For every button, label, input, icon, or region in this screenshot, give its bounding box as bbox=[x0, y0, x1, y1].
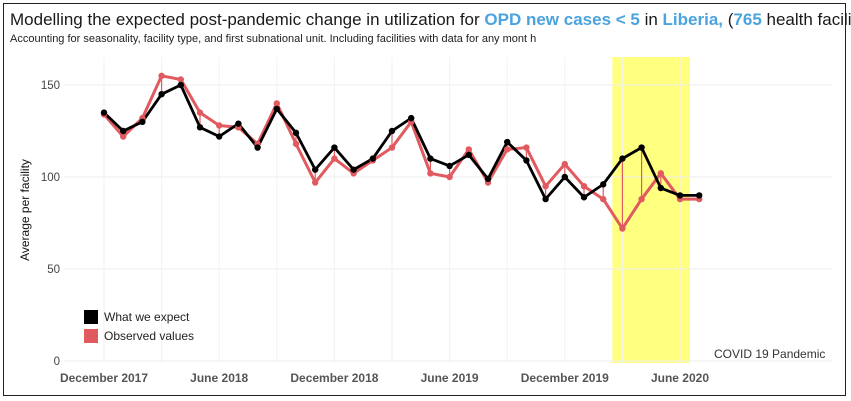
data-point-expected bbox=[177, 81, 184, 89]
x-tick-label: December 2018 bbox=[290, 371, 378, 385]
data-point-observed bbox=[331, 155, 338, 162]
legend: What we expect Observed values bbox=[84, 310, 194, 343]
covid-annotation-label: COVID 19 Pandemic bbox=[714, 347, 825, 361]
y-tick-label: 100 bbox=[41, 172, 60, 184]
data-point-observed bbox=[542, 183, 549, 190]
y-tick-label: 50 bbox=[47, 264, 60, 276]
chart-frame bbox=[3, 3, 846, 396]
country-name: Liberia, bbox=[662, 10, 724, 29]
data-point-expected bbox=[696, 192, 703, 199]
data-point-expected bbox=[235, 120, 242, 127]
data-point-observed bbox=[600, 195, 607, 203]
data-point-expected bbox=[657, 184, 664, 192]
data-point-observed bbox=[216, 122, 223, 129]
data-point-expected bbox=[561, 173, 568, 181]
data-point-expected bbox=[369, 155, 376, 162]
data-point-expected bbox=[504, 138, 511, 146]
data-point-observed bbox=[504, 146, 511, 153]
data-point-expected bbox=[600, 181, 607, 188]
data-point-expected bbox=[638, 144, 645, 151]
series-line-expected bbox=[103, 83, 700, 201]
legend-swatch-expected bbox=[84, 310, 98, 324]
data-point-observed bbox=[561, 160, 568, 168]
data-point-observed bbox=[312, 179, 319, 186]
series-line-observed bbox=[102, 74, 700, 231]
legend-label-expected: What we expect bbox=[104, 310, 190, 324]
facility-count: 765 bbox=[733, 10, 762, 29]
data-point-observed bbox=[388, 144, 396, 151]
data-point-expected bbox=[388, 127, 396, 135]
data-point-observed bbox=[427, 170, 434, 177]
data-point-observed bbox=[619, 225, 626, 232]
data-point-expected bbox=[350, 166, 357, 173]
chart-title: Modelling the expected post-pandemic cha… bbox=[10, 10, 851, 29]
data-point-expected bbox=[158, 91, 165, 98]
y-axis-label: Average per facility bbox=[18, 159, 32, 261]
data-point-expected bbox=[312, 166, 319, 173]
x-tick-label: December 2017 bbox=[60, 371, 148, 385]
data-point-observed bbox=[657, 170, 664, 177]
data-point-expected bbox=[331, 144, 338, 151]
data-point-observed bbox=[580, 183, 588, 190]
x-tick-label: June 2019 bbox=[421, 371, 479, 385]
data-point-expected bbox=[427, 155, 434, 162]
legend-swatch-observed bbox=[84, 329, 98, 343]
data-point-observed bbox=[638, 195, 645, 203]
chart-subtitle: Accounting for seasonality, facility typ… bbox=[10, 33, 537, 45]
x-tick-label: June 2020 bbox=[651, 371, 709, 385]
data-point-expected bbox=[408, 114, 415, 122]
indicator-name: OPD new cases < 5 bbox=[484, 10, 640, 29]
data-point-observed bbox=[292, 140, 300, 148]
data-point-observed bbox=[523, 144, 530, 151]
data-point-expected bbox=[523, 157, 530, 164]
data-point-expected bbox=[580, 194, 588, 201]
data-point-observed bbox=[446, 173, 453, 181]
data-point-expected bbox=[216, 133, 223, 140]
data-point-expected bbox=[139, 118, 146, 126]
data-point-expected bbox=[292, 129, 300, 137]
data-point-observed bbox=[465, 146, 472, 153]
y-tick-label: 0 bbox=[54, 356, 60, 368]
data-point-observed bbox=[196, 109, 204, 116]
data-point-observed bbox=[120, 133, 127, 140]
y-tick-label: 150 bbox=[41, 80, 60, 92]
covid-highlight-band bbox=[612, 57, 690, 363]
data-point-expected bbox=[542, 195, 549, 203]
legend-label-observed: Observed values bbox=[104, 329, 194, 343]
data-point-expected bbox=[446, 162, 453, 170]
data-point-expected bbox=[619, 155, 626, 162]
data-point-expected bbox=[120, 127, 127, 135]
data-point-expected bbox=[484, 175, 492, 183]
data-point-expected bbox=[273, 105, 280, 113]
data-point-observed bbox=[158, 72, 165, 80]
data-point-expected bbox=[196, 124, 204, 131]
data-point-expected bbox=[465, 151, 472, 159]
data-point-observed bbox=[273, 100, 280, 107]
x-tick-label: December 2019 bbox=[521, 371, 609, 385]
x-tick-label: June 2018 bbox=[190, 371, 248, 385]
data-point-expected bbox=[100, 109, 108, 116]
data-point-expected bbox=[676, 192, 684, 199]
data-point-expected bbox=[254, 144, 261, 151]
data-point-observed bbox=[177, 76, 184, 83]
